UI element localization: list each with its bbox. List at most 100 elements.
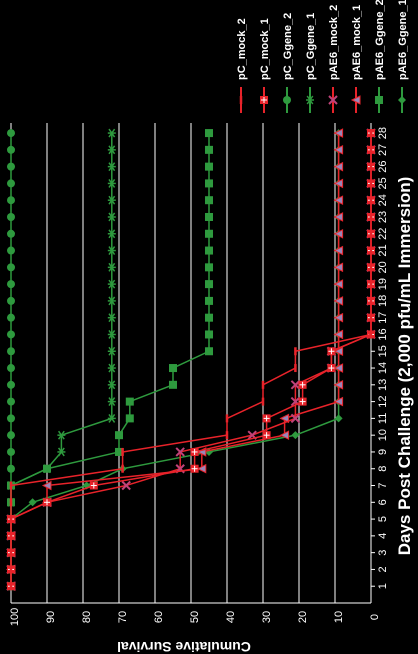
marker-circle	[7, 431, 15, 440]
data-point	[7, 313, 15, 322]
x-tick-label: 24	[377, 194, 389, 206]
marker-triangle	[333, 296, 344, 306]
x-tick-label: 21	[377, 244, 389, 256]
marker-square	[205, 313, 213, 322]
marker-star	[108, 162, 116, 172]
marker-triangle	[333, 128, 344, 138]
marker-triangle	[333, 262, 344, 273]
marker-x	[175, 447, 185, 457]
x-tick-label: 3	[377, 550, 389, 556]
marker-triangle	[333, 396, 344, 407]
data-point	[205, 129, 213, 138]
marker-star	[108, 296, 116, 306]
marker-x	[328, 95, 338, 105]
marker-diamond	[28, 498, 37, 507]
data-point	[205, 196, 213, 205]
legend-label: pC_mock_2	[236, 18, 248, 80]
marker-square	[115, 447, 123, 456]
legend-label: pAE6_Ggene_1	[397, 0, 409, 80]
data-point	[107, 330, 116, 339]
y-tick-label: 50	[189, 611, 201, 623]
marker-triangle	[333, 228, 344, 239]
marker-square	[115, 431, 123, 440]
data-point	[333, 262, 344, 273]
data-point	[333, 363, 344, 373]
marker-x	[247, 430, 257, 440]
data-point	[205, 229, 213, 238]
data-point	[107, 262, 116, 272]
data-point	[333, 195, 344, 206]
marker-triangle	[333, 346, 344, 357]
marker-star	[108, 330, 116, 339]
marker-triangle	[41, 480, 52, 491]
marker-square	[125, 414, 134, 423]
marker-circle	[7, 347, 15, 356]
data-point	[7, 212, 15, 221]
x-tick-label: 13	[377, 379, 389, 391]
data-point	[7, 464, 15, 473]
legend-item: pAE6_mock_2	[328, 5, 340, 113]
y-tick-label: 20	[297, 611, 309, 623]
legend: pAE6_Ggene_1 pAE6_Ggene_2 pAE6_mock_1 pAE6_…	[236, 0, 409, 113]
data-point	[190, 447, 199, 456]
y-tick-label: 30	[261, 611, 273, 623]
data-point	[107, 229, 116, 239]
plot-area	[5, 128, 376, 592]
y-tick-label: 40	[225, 611, 237, 623]
data-point	[333, 380, 344, 390]
x-tick-label: 7	[377, 482, 389, 488]
marker-star	[108, 262, 116, 272]
legend-item: pC_Ggene_1	[305, 13, 317, 113]
marker-star	[108, 346, 116, 356]
y-tick-label: 0	[369, 614, 381, 620]
marker-triangle	[279, 413, 290, 424]
data-point	[334, 414, 343, 423]
data-point	[298, 397, 307, 406]
marker-x	[121, 480, 131, 491]
data-point	[41, 480, 52, 491]
data-point	[125, 414, 134, 423]
legend-label: pAE6_mock_2	[328, 5, 340, 80]
marker-square	[205, 145, 213, 154]
data-point	[262, 431, 271, 440]
marker-square	[169, 364, 177, 373]
marker-square	[205, 179, 213, 188]
marker-circle	[7, 246, 15, 255]
marker-star	[108, 363, 116, 373]
x-tick-label: 6	[377, 499, 389, 505]
data-point	[333, 396, 344, 407]
marker-x	[290, 413, 301, 424]
data-point	[205, 347, 213, 356]
marker-star	[57, 430, 65, 440]
data-point	[121, 480, 131, 491]
legend-label: pAE6_Ggene_2	[374, 0, 386, 80]
data-point	[205, 296, 213, 305]
x-tick-label: 22	[377, 228, 389, 240]
marker-triangle	[350, 95, 361, 105]
marker-diamond	[334, 414, 343, 423]
series-line	[10, 133, 372, 587]
marker-square	[205, 196, 213, 205]
data-point	[107, 380, 116, 390]
marker-diamond	[398, 96, 406, 104]
data-point	[28, 498, 37, 507]
marker-triangle	[196, 463, 207, 474]
marker-square	[205, 347, 213, 356]
data-point	[205, 263, 213, 272]
data-point	[107, 246, 116, 255]
marker-circle	[7, 364, 15, 373]
data-point	[115, 447, 123, 456]
x-tick-label: 11	[377, 413, 389, 424]
legend-marker	[328, 95, 338, 105]
legend-marker	[375, 96, 383, 104]
data-point	[7, 397, 15, 406]
marker-triangle	[333, 245, 344, 256]
marker-star	[108, 397, 116, 407]
data-point	[7, 179, 15, 188]
marker-square	[169, 380, 177, 389]
data-point	[262, 414, 271, 423]
data-point	[279, 413, 290, 424]
data-point	[333, 279, 344, 289]
data-point	[7, 364, 15, 373]
marker-triangle	[333, 363, 344, 373]
